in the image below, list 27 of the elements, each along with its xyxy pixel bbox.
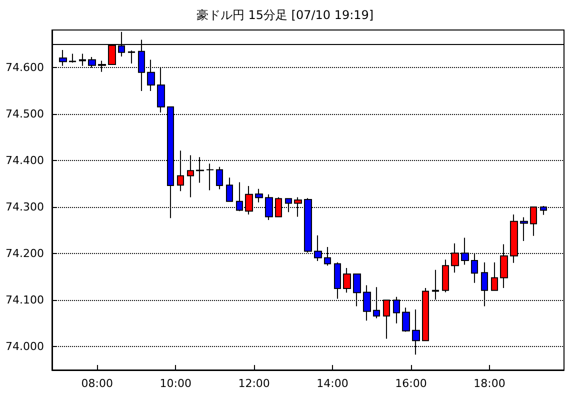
y-tick-label: 74.100 [6, 294, 44, 307]
candlestick [216, 166, 223, 190]
chart-title: 豪ドル円 15分足 [07/10 19:19] [196, 8, 374, 22]
y-tick-label: 74.000 [6, 340, 44, 354]
x-tick-label: 16:00 [395, 377, 427, 390]
candlestick [442, 259, 449, 293]
candlestick [128, 50, 135, 64]
candlestick [69, 53, 76, 64]
candlestick [226, 177, 233, 202]
candlestick [255, 188, 263, 203]
candlestick [343, 268, 351, 294]
candlestick [334, 262, 341, 300]
y-tick-label: 74.500 [6, 107, 44, 120]
x-tick-label: 12:00 [238, 377, 270, 390]
candlestick [491, 262, 498, 291]
x-tick-label: 14:00 [316, 377, 348, 390]
candlestick [432, 269, 439, 300]
y-tick-label: 74.600 [6, 60, 44, 74]
candlestick [520, 216, 528, 242]
y-tick-label: 74.400 [6, 154, 44, 167]
candlestick [206, 163, 214, 191]
candlestick [402, 307, 410, 332]
y-tick-label: 74.300 [6, 200, 44, 214]
x-tick-label: 08:00 [81, 377, 113, 390]
x-tick-label: 10:00 [160, 377, 192, 390]
y-tick-label: 74.200 [6, 247, 44, 260]
x-tick-label: 18:00 [474, 377, 506, 390]
